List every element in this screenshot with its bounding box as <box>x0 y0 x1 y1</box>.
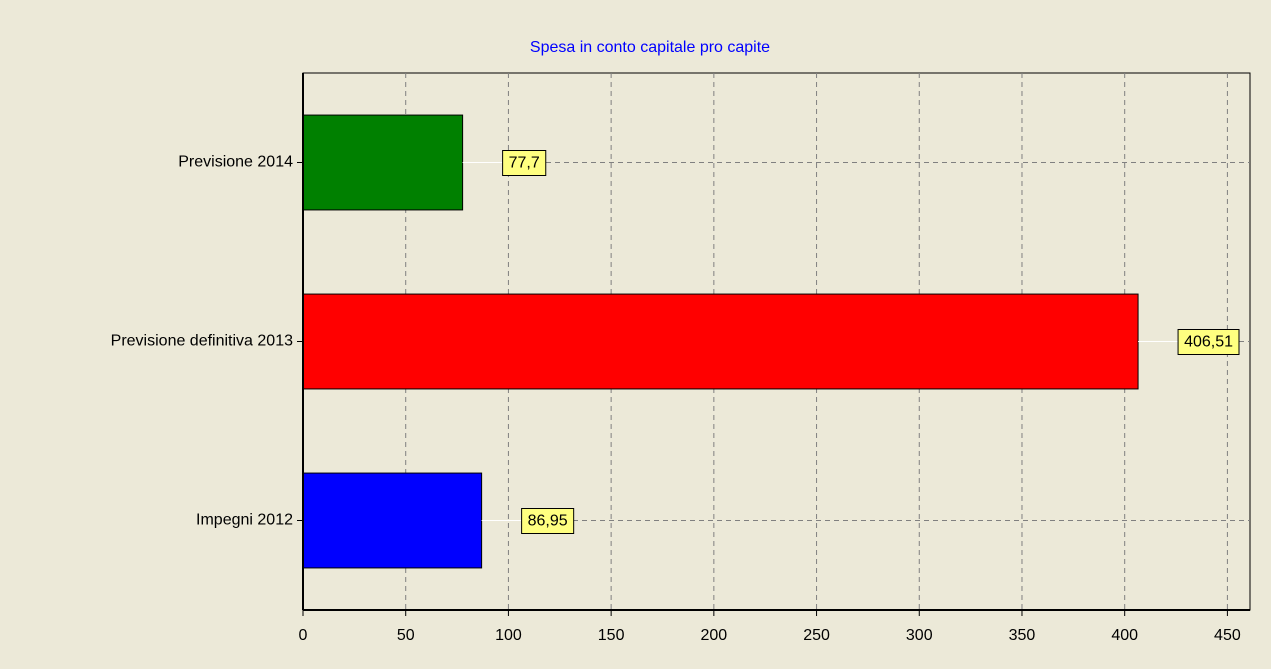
y-tick-label: Previsione 2014 <box>178 154 293 171</box>
value-label: 77,7 <box>509 155 540 172</box>
x-tick-label: 0 <box>299 627 308 644</box>
x-tick-label: 450 <box>1214 627 1241 644</box>
x-tick-label: 400 <box>1111 627 1138 644</box>
value-label-box <box>502 150 547 176</box>
y-tick-label: Impegni 2012 <box>196 512 293 529</box>
value-label: 406,51 <box>1184 334 1233 351</box>
x-tick-label: 350 <box>1009 627 1036 644</box>
x-tick-label: 300 <box>906 627 933 644</box>
x-tick-label: 200 <box>700 627 727 644</box>
bar <box>302 114 464 211</box>
value-label: 86,95 <box>528 513 568 530</box>
chart-title: Spesa in conto capitale pro capite <box>530 39 770 56</box>
x-tick-label: 100 <box>495 627 522 644</box>
y-tick-label: Previsione definitiva 2013 <box>111 333 293 350</box>
value-label-box <box>521 508 575 534</box>
x-tick-label: 250 <box>803 627 830 644</box>
x-tick-label: 150 <box>598 627 625 644</box>
bar <box>302 293 1139 390</box>
bar <box>302 472 483 569</box>
value-label-box <box>1177 329 1240 355</box>
x-tick-label: 50 <box>397 627 415 644</box>
